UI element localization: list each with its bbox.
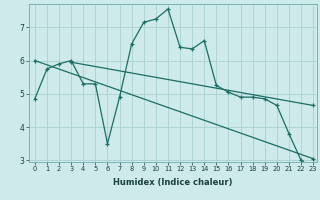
X-axis label: Humidex (Indice chaleur): Humidex (Indice chaleur): [113, 178, 233, 187]
